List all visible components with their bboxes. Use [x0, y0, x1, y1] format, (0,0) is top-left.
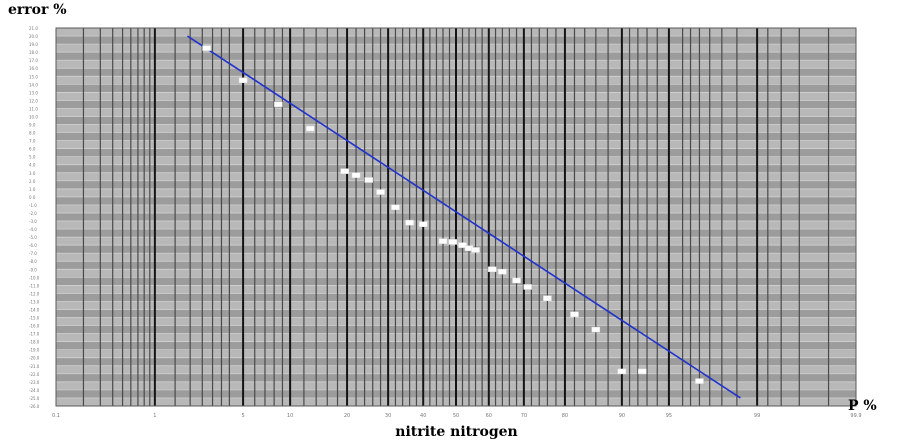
y-tick-label: 11.0: [29, 106, 38, 111]
x-tick-label: 30: [385, 413, 391, 419]
y-tick-label: -24.0: [29, 388, 40, 393]
y-tick-label: -13.0: [29, 299, 40, 304]
data-point: [274, 101, 283, 108]
y-tick-label: -18.0: [29, 340, 40, 345]
data-point: [305, 125, 315, 132]
y-tick-label: 3.0: [29, 171, 36, 176]
y-tick-label: 21.0: [29, 26, 38, 31]
x-tick-label: 50: [453, 413, 459, 419]
y-tick-label: 19.0: [29, 42, 38, 47]
y-tick-label: -25.0: [29, 396, 40, 401]
data-point: [202, 45, 211, 51]
chart-title: nitrite nitrogen: [395, 424, 518, 440]
x-tick-label: 40: [420, 413, 426, 419]
y-tick-label: 13.0: [29, 90, 38, 95]
y-tick-label: -7.0: [29, 251, 37, 256]
y-tick-label: 5.0: [29, 155, 36, 160]
x-tick-label: 90: [619, 413, 625, 419]
y-tick-label: -4.0: [29, 227, 37, 232]
x-tick-label: 80: [562, 413, 568, 419]
data-point: [340, 168, 349, 174]
y-tick-label: -15.0: [29, 316, 40, 321]
data-point: [471, 247, 480, 253]
y-tick-label: 2.0: [29, 179, 36, 184]
y-tick-label: -21.0: [29, 364, 40, 369]
x-tick-labels: 0.1 1 5 10 20 30 40 50 60 70 80 90 95 99 99.9: [52, 413, 862, 419]
y-axis-label: error %: [8, 2, 67, 18]
fit-line-group: [186, 35, 741, 399]
x-tick-label: 0.1: [52, 413, 60, 419]
y-tick-label: 15.0: [29, 74, 38, 79]
y-tick-label: 16.0: [29, 66, 38, 71]
data-point: [512, 277, 521, 284]
x-tick-label: 20: [344, 413, 350, 419]
data-point: [570, 311, 579, 318]
y-tick-label: 10.0: [29, 114, 38, 119]
y-tick-label: -19.0: [29, 348, 40, 353]
vertical-grid: [55, 27, 857, 407]
data-point: [238, 77, 248, 84]
y-tick-label: 20.0: [29, 34, 38, 39]
y-tick-label: -16.0: [29, 324, 40, 329]
data-point: [695, 378, 704, 384]
data-points: [202, 45, 704, 384]
x-tick-label: 95: [666, 413, 672, 419]
data-point: [351, 172, 361, 178]
data-point: [448, 239, 458, 245]
plot-border: [55, 27, 857, 407]
y-tick-label: -8.0: [29, 259, 37, 264]
y-tick-label: -20.0: [29, 356, 40, 361]
y-tick-label: 12.0: [29, 98, 38, 103]
y-tick-labels: 21.0 20.0 19.0 18.0 17.0 16.0 15.0 14.0 13.0 12.0…: [29, 26, 40, 409]
y-tick-label: 7.0: [29, 139, 36, 144]
y-tick-label: 14.0: [29, 82, 38, 87]
data-point: [617, 368, 627, 375]
x-tick-label: 99.9: [850, 413, 861, 419]
y-tick-label: 17.0: [29, 58, 38, 63]
data-point: [543, 295, 552, 301]
y-tick-label: 0.0: [29, 195, 36, 200]
data-point: [438, 238, 448, 244]
y-tick-label: 4.0: [29, 163, 36, 168]
data-point: [376, 189, 385, 195]
fit-line: [186, 35, 741, 399]
data-point: [364, 177, 373, 183]
y-tick-label: 8.0: [29, 131, 36, 136]
data-point: [591, 326, 601, 333]
y-tick-label: -3.0: [29, 219, 37, 224]
data-point: [418, 221, 428, 227]
y-tick-label: -9.0: [29, 267, 37, 272]
y-tick-label: -1.0: [29, 203, 37, 208]
data-point: [391, 204, 400, 211]
x-tick-label: 70: [521, 413, 527, 419]
x-tick-label: 99: [754, 413, 760, 419]
y-tick-label: -17.0: [29, 332, 40, 337]
data-point: [638, 368, 647, 375]
y-tick-label: -12.0: [29, 291, 40, 296]
x-tick-label: 1: [153, 413, 156, 419]
y-tick-label: -5.0: [29, 235, 37, 240]
y-tick-label: -22.0: [29, 372, 40, 377]
y-tick-label: -11.0: [29, 283, 40, 288]
data-point: [405, 219, 414, 226]
y-tick-label: -6.0: [29, 243, 37, 248]
y-tick-label: -14.0: [29, 307, 40, 312]
x-axis-label: P %: [848, 398, 877, 414]
data-point: [487, 266, 497, 273]
y-tick-label: -10.0: [29, 275, 40, 280]
y-tick-label: -26.0: [29, 404, 40, 409]
y-tick-label: -23.0: [29, 380, 40, 385]
data-point: [498, 268, 507, 275]
data-point: [458, 242, 467, 248]
y-tick-label: 9.0: [29, 123, 36, 128]
x-tick-label: 5: [241, 413, 244, 419]
y-tick-label: 18.0: [29, 50, 38, 55]
data-point: [523, 284, 532, 290]
y-tick-label: -2.0: [29, 211, 37, 216]
y-tick-label: 6.0: [29, 147, 36, 152]
x-tick-label: 10: [287, 413, 293, 419]
x-tick-label: 60: [486, 413, 492, 419]
y-tick-label: 1.0: [29, 187, 36, 192]
